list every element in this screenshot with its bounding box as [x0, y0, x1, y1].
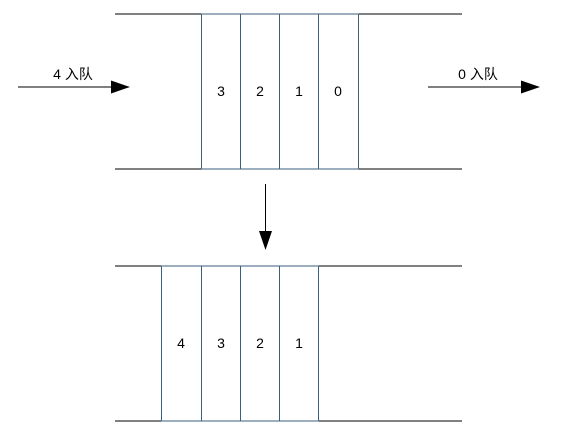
arrow-right-icon-head: [111, 80, 130, 94]
dequeue-out-label: 0 入队: [458, 66, 498, 82]
enqueue-in-arrow: 4 入队: [18, 66, 130, 94]
dequeue-out-arrow: 0 入队: [428, 66, 540, 94]
queue-before-cell-1-label: 3: [217, 83, 225, 99]
queue-before-cell-4-label: 0: [334, 83, 342, 99]
enqueue-in-label: 4 入队: [53, 66, 93, 82]
queue-before-cell-4: [318, 13, 359, 170]
queue-after-cell-1-label: 4: [177, 335, 185, 351]
queue-after-cell-2-label: 3: [217, 335, 225, 351]
queue-after-cell-4: [279, 265, 319, 422]
queue-after-cell-3-label: 2: [256, 335, 264, 351]
queue-after-cell-4-label: 1: [295, 335, 303, 351]
queue-before-cell-3-label: 1: [295, 83, 303, 99]
queue-before: 3 2 1 0: [115, 13, 462, 170]
arrow-right-icon-head: [521, 80, 540, 94]
transition-arrow: [259, 184, 272, 250]
queue-after: 4 3 2 1: [115, 265, 462, 422]
queue-before-cell-2-label: 2: [256, 83, 264, 99]
arrow-down-icon-head: [259, 231, 272, 250]
